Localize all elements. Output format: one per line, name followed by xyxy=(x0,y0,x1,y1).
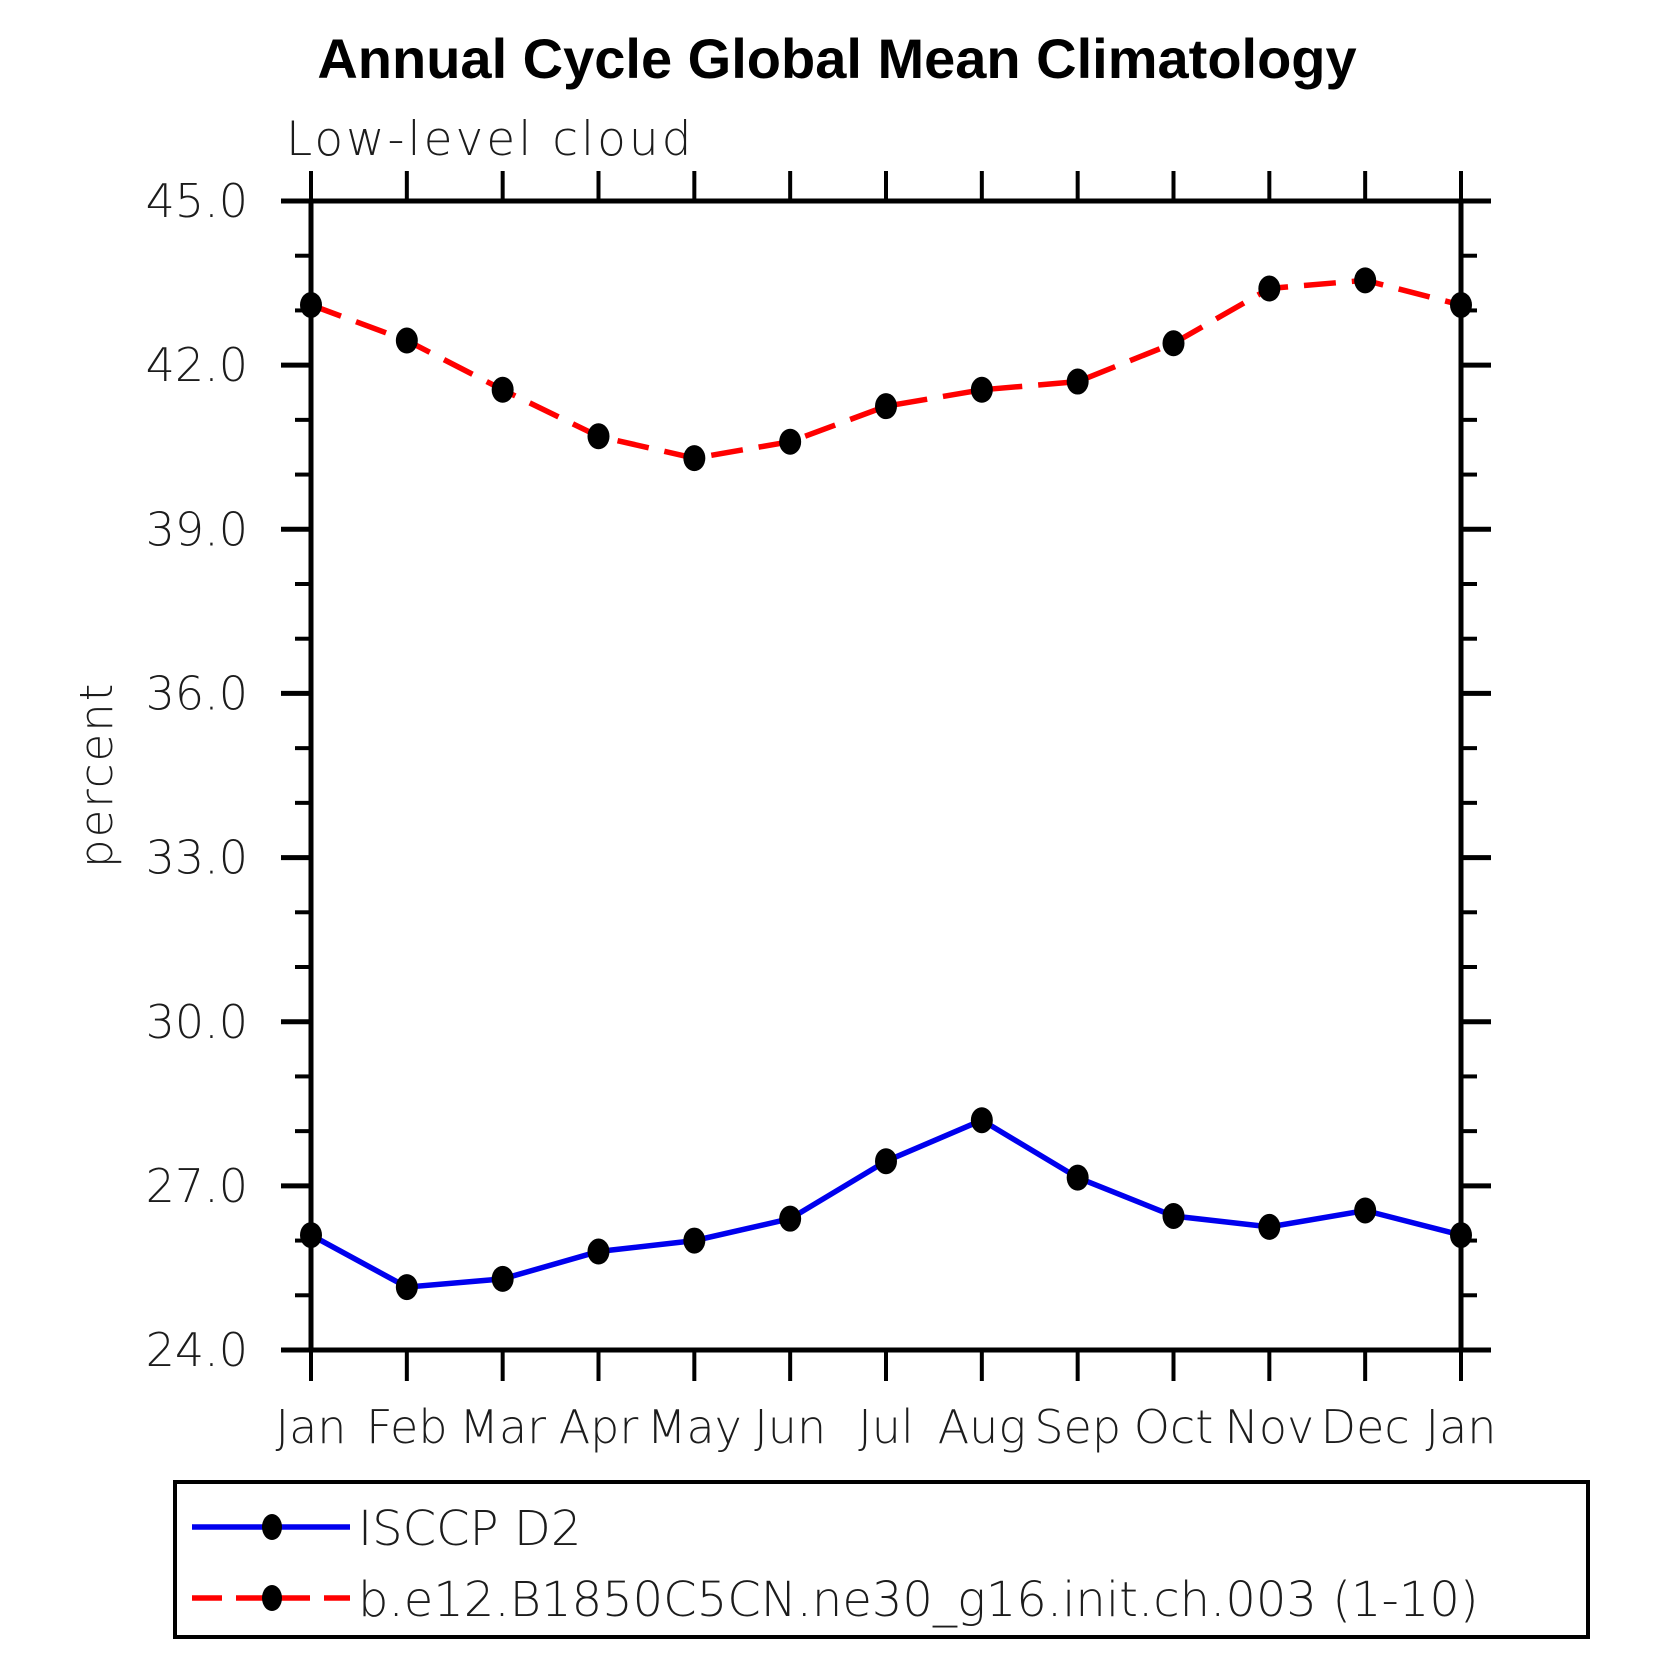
legend-marker-1 xyxy=(262,1585,282,1611)
series-line-0 xyxy=(309,1117,1462,1290)
data-point-marker xyxy=(1162,1202,1185,1229)
x-tick-label: Apr xyxy=(559,1400,639,1454)
data-point-marker xyxy=(587,1238,610,1265)
y-tick-label: 33.0 xyxy=(146,831,248,885)
x-tick-label: Jul xyxy=(858,1400,914,1454)
data-point-marker xyxy=(683,445,706,472)
y-tick-label: 24.0 xyxy=(146,1323,248,1377)
data-point-marker xyxy=(1066,1164,1089,1191)
data-point-marker xyxy=(970,376,993,403)
series-group xyxy=(300,267,1472,1301)
data-point-marker xyxy=(1450,291,1472,318)
y-tick-label: 30.0 xyxy=(146,995,248,1049)
data-point-marker xyxy=(779,1205,802,1232)
legend-box xyxy=(173,1480,1590,1639)
x-tick-label: Mar xyxy=(459,1400,546,1454)
data-point-marker xyxy=(395,327,418,354)
y-tick-label: 36.0 xyxy=(146,667,248,721)
y-tick-label: 42.0 xyxy=(146,338,248,392)
data-point-marker xyxy=(970,1107,993,1134)
data-point-marker xyxy=(491,376,514,403)
data-point-marker xyxy=(1450,1222,1472,1249)
y-tick-label: 45.0 xyxy=(146,174,248,228)
x-tick-label: Jan xyxy=(276,1400,347,1454)
data-point-marker xyxy=(491,1265,514,1292)
data-point-marker xyxy=(779,428,802,455)
data-point-marker xyxy=(1162,330,1185,357)
data-point-marker xyxy=(300,291,322,318)
legend-group xyxy=(173,1480,1590,1639)
data-point-marker xyxy=(1354,1197,1377,1224)
data-point-marker xyxy=(683,1227,706,1254)
x-tick-label: Feb xyxy=(366,1400,447,1454)
data-point-marker xyxy=(300,1222,322,1249)
plot-frame xyxy=(308,198,1464,1353)
x-tick-label: Dec xyxy=(1321,1400,1410,1454)
x-tick-label: Nov xyxy=(1224,1400,1314,1454)
y-tick-label: 39.0 xyxy=(146,502,248,556)
series-line-1 xyxy=(310,277,1462,462)
data-point-marker xyxy=(1066,368,1089,395)
x-tick-label: Jun xyxy=(754,1400,826,1454)
x-tick-label: May xyxy=(647,1400,742,1454)
x-tick-label: Oct xyxy=(1134,1400,1214,1454)
chart-title: Annual Cycle Global Mean Climatology xyxy=(317,27,1357,90)
x-tick-label: Jan xyxy=(1426,1400,1497,1454)
data-point-marker xyxy=(587,423,610,450)
data-point-marker xyxy=(1258,275,1281,302)
data-point-marker xyxy=(875,1148,897,1175)
data-point-marker xyxy=(875,393,897,420)
x-tick-label: Aug xyxy=(938,1400,1026,1454)
data-point-marker xyxy=(1354,267,1377,294)
data-point-marker xyxy=(1258,1213,1281,1240)
legend-entry-isccp-d2: ISCCP D2 xyxy=(358,1501,581,1557)
data-point-marker xyxy=(395,1274,418,1301)
y-tick-label: 27.0 xyxy=(146,1159,248,1213)
x-tick-label: Sep xyxy=(1034,1400,1121,1454)
chart-subtitle: Low-level cloud xyxy=(286,112,695,167)
legend-marker-0 xyxy=(262,1514,282,1540)
legend-entry-model-case: b.e12.B1850C5CN.ne30_g16.init.ch.003 (1-… xyxy=(358,1572,1479,1628)
